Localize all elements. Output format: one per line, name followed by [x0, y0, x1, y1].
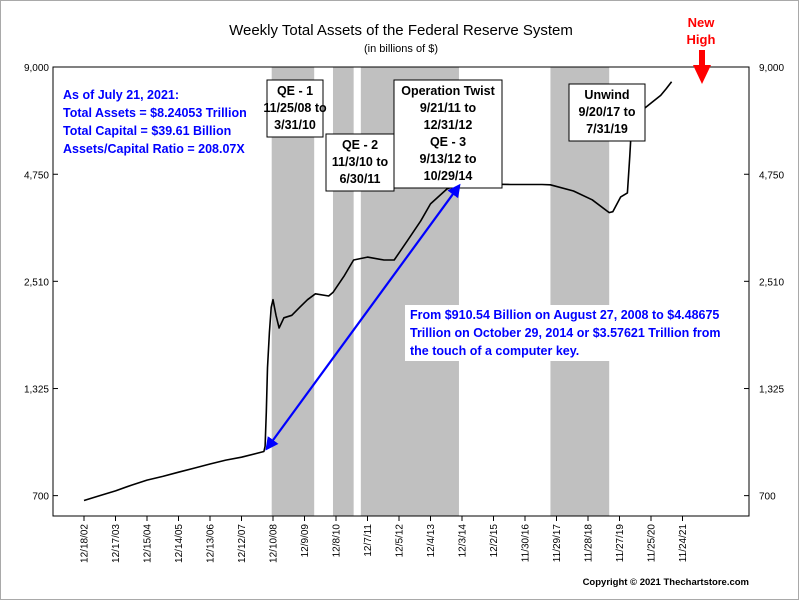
y-tick-label-right: 2,510	[759, 277, 784, 288]
new-high-label-2: High	[687, 32, 716, 47]
annotation-text-bg	[405, 305, 741, 361]
x-tick-label: 12/17/03	[111, 524, 122, 563]
x-tick-label: 12/12/07	[237, 524, 248, 563]
x-tick-label: 11/29/17	[552, 524, 563, 563]
info-box: As of July 21, 2021: Total Assets = $8.24…	[63, 88, 247, 156]
period-label-bg	[266, 79, 324, 138]
x-tick-label: 12/8/10	[332, 524, 343, 558]
x-tick-label: 12/5/12	[395, 524, 406, 558]
y-tick-label-right: 1,325	[759, 385, 784, 396]
x-tick-label: 11/27/19	[615, 524, 626, 563]
y-tick-label-left: 9,000	[24, 63, 49, 74]
y-tick-label-right: 4,750	[759, 170, 784, 181]
shaded-period-4	[550, 67, 610, 516]
period-label-line-1: QE - 1	[277, 84, 313, 98]
annotation-text-line-1: From $910.54 Billion on August 27, 2008 …	[410, 308, 719, 322]
period-label-line-1: QE - 2	[342, 138, 378, 152]
annotation-text-line-3: the touch of a computer key.	[410, 344, 579, 358]
x-tick-label: 12/13/06	[206, 524, 217, 563]
x-tick-label: 12/14/05	[174, 524, 185, 563]
period-label-line-1: Unwind	[584, 88, 629, 102]
y-axis: 700 700 1,325 1,325 2,510 2,510 4,750 4,750 9,00…	[24, 63, 784, 503]
x-tick-label: 11/30/16	[521, 524, 532, 563]
annotation-text-box: From $910.54 Billion on August 27, 2008 …	[405, 305, 741, 361]
period-label-line-4: QE - 3	[430, 135, 466, 149]
x-tick-label: 12/10/08	[269, 524, 280, 563]
new-high-arrow-head	[693, 65, 711, 84]
x-tick-label: 11/24/21	[678, 524, 689, 563]
period-label-line-2: 9/21/11 to	[420, 101, 477, 115]
y-tick-label-left: 2,510	[24, 277, 49, 288]
y-tick-label-right: 700	[759, 492, 776, 503]
info-box-line-3: Total Capital = $39.61 Billion	[63, 124, 231, 138]
period-label-line-2: 11/3/10 to	[332, 155, 389, 169]
chart-subtitle: (in billions of $)	[364, 43, 438, 55]
y-tick-label-left: 700	[32, 492, 49, 503]
period-label-line-2: 11/25/08 to	[263, 101, 327, 115]
y-tick-label-right: 9,000	[759, 63, 784, 74]
period-label-box-2: QE - 2 11/3/10 to 6/30/11	[325, 133, 395, 192]
x-tick-label: 12/4/13	[426, 524, 437, 558]
info-box-line-4: Assets/Capital Ratio = 208.07X	[63, 142, 245, 156]
period-label-line-3: 7/31/19	[586, 122, 628, 136]
period-label-box-1: QE - 1 11/25/08 to 3/31/10	[263, 79, 327, 138]
x-tick-label: 12/3/14	[458, 524, 469, 558]
period-label-line-3: 12/31/12	[424, 118, 473, 132]
x-tick-label: 12/7/11	[363, 524, 374, 557]
y-tick-label-left: 1,325	[24, 385, 49, 396]
info-box-line-1: As of July 21, 2021:	[63, 88, 179, 102]
period-label-line-5: 9/13/12 to	[420, 152, 477, 166]
period-label-line-2: 9/20/17 to	[579, 105, 636, 119]
x-axis: 12/18/02 12/17/03 12/15/04 12/14/05 12/13/06…	[80, 516, 689, 563]
x-tick-label: 12/2/15	[489, 524, 500, 558]
period-label-bg	[393, 79, 503, 189]
x-tick-label: 12/18/02	[80, 524, 91, 563]
new-high-label-1: New	[688, 15, 716, 30]
y-tick-label-left: 4,750	[24, 170, 49, 181]
new-high-callout: New High	[687, 15, 716, 84]
new-high-arrow-shaft	[699, 50, 705, 67]
period-label-bg	[568, 83, 646, 142]
x-tick-label: 12/15/04	[143, 524, 154, 563]
info-box-line-2: Total Assets = $8.24053 Trillion	[63, 106, 247, 120]
plot-area-border	[52, 66, 750, 517]
x-tick-label: 11/28/18	[584, 524, 595, 563]
copyright-text: Copyright © 2021 Thechartstore.com	[583, 577, 749, 588]
period-label-line-6: 10/29/14	[424, 169, 473, 183]
annotation-arrow	[265, 183, 461, 451]
period-label-line-3: 6/30/11	[339, 172, 380, 186]
period-label-bg	[325, 133, 395, 192]
chart-title: Weekly Total Assets of the Federal Reser…	[229, 22, 573, 39]
x-tick-label: 11/25/20	[647, 524, 658, 563]
period-label-line-3: 3/31/10	[274, 118, 316, 132]
period-label-box-4: Unwind 9/20/17 to 7/31/19	[568, 83, 646, 142]
period-label-line-1: Operation Twist	[401, 84, 495, 98]
x-tick-label: 12/9/09	[300, 524, 311, 558]
period-label-box-3: Operation Twist 9/21/11 to 12/31/12 QE - 3 9…	[393, 79, 503, 189]
annotation-text-line-2: Trillion on October 29, 2014 or $3.57621…	[410, 326, 721, 340]
